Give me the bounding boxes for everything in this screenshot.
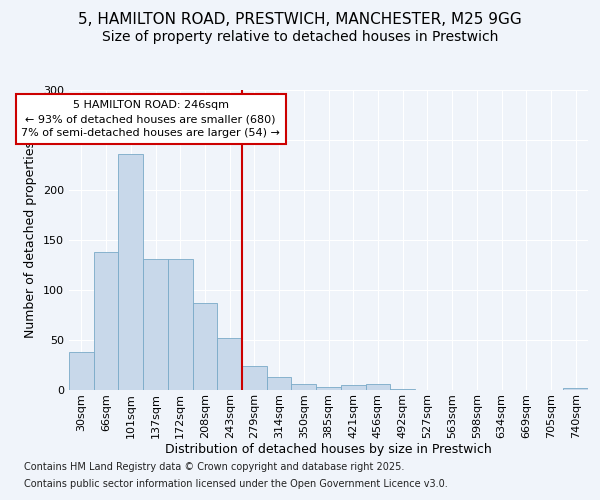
Bar (118, 154, 143, 390)
Bar (341, 385, 365, 390)
Bar (390, 389, 415, 390)
X-axis label: Distribution of detached houses by size in Prestwich: Distribution of detached houses by size … (165, 444, 492, 456)
Text: 5 HAMILTON ROAD: 246sqm
← 93% of detached houses are smaller (680)
7% of semi-de: 5 HAMILTON ROAD: 246sqm ← 93% of detache… (21, 100, 280, 138)
Bar (168, 259, 193, 390)
Bar (242, 366, 267, 390)
Bar (143, 259, 168, 390)
Text: 5, HAMILTON ROAD, PRESTWICH, MANCHESTER, M25 9GG: 5, HAMILTON ROAD, PRESTWICH, MANCHESTER,… (78, 12, 522, 28)
Bar (217, 338, 242, 390)
Bar (193, 303, 217, 390)
Text: Size of property relative to detached houses in Prestwich: Size of property relative to detached ho… (102, 30, 498, 44)
Bar (563, 388, 588, 390)
Y-axis label: Number of detached properties: Number of detached properties (25, 142, 37, 338)
Bar (292, 384, 316, 390)
Bar (267, 377, 292, 390)
Bar (94, 252, 118, 390)
Bar (365, 384, 390, 390)
Text: Contains public sector information licensed under the Open Government Licence v3: Contains public sector information licen… (24, 479, 448, 489)
Bar (316, 387, 341, 390)
Bar (69, 352, 94, 390)
Text: Contains HM Land Registry data © Crown copyright and database right 2025.: Contains HM Land Registry data © Crown c… (24, 462, 404, 472)
